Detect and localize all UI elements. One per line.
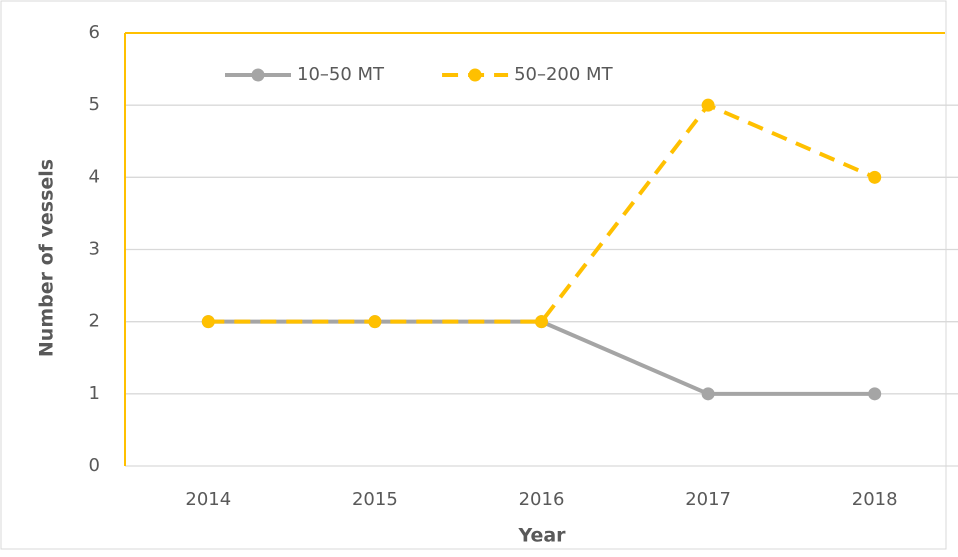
x-tick-label: 2016 xyxy=(519,489,565,510)
x-tick-label: 2014 xyxy=(185,489,231,510)
point-marker xyxy=(201,315,215,329)
y-tick-label: 5 xyxy=(89,94,100,115)
point-marker xyxy=(368,315,382,329)
y-tick-label: 1 xyxy=(89,383,100,404)
point-marker xyxy=(868,387,882,401)
point-marker xyxy=(868,170,882,184)
x-tick-label: 2018 xyxy=(852,489,898,510)
x-tick-label: 2017 xyxy=(685,489,731,510)
y-tick-label: 4 xyxy=(89,166,100,187)
legend-label: 50–200 MT xyxy=(514,64,614,85)
chart-frame xyxy=(0,0,947,550)
y-tick-label: 3 xyxy=(89,239,100,260)
legend-marker xyxy=(468,68,482,82)
y-axis-title: Number of vessels xyxy=(36,159,58,357)
y-tick-label: 0 xyxy=(89,455,100,476)
point-marker xyxy=(535,315,548,329)
y-tick-label: 6 xyxy=(89,22,100,43)
point-marker xyxy=(701,98,715,112)
series-line xyxy=(208,102,876,324)
x-axis-title: Year xyxy=(517,525,566,547)
x-tick-label: 2015 xyxy=(352,489,398,510)
legend-marker xyxy=(251,68,265,82)
point-marker xyxy=(701,387,715,401)
y-tick-label: 2 xyxy=(89,311,100,332)
legend-label: 10–50 MT xyxy=(297,64,385,85)
